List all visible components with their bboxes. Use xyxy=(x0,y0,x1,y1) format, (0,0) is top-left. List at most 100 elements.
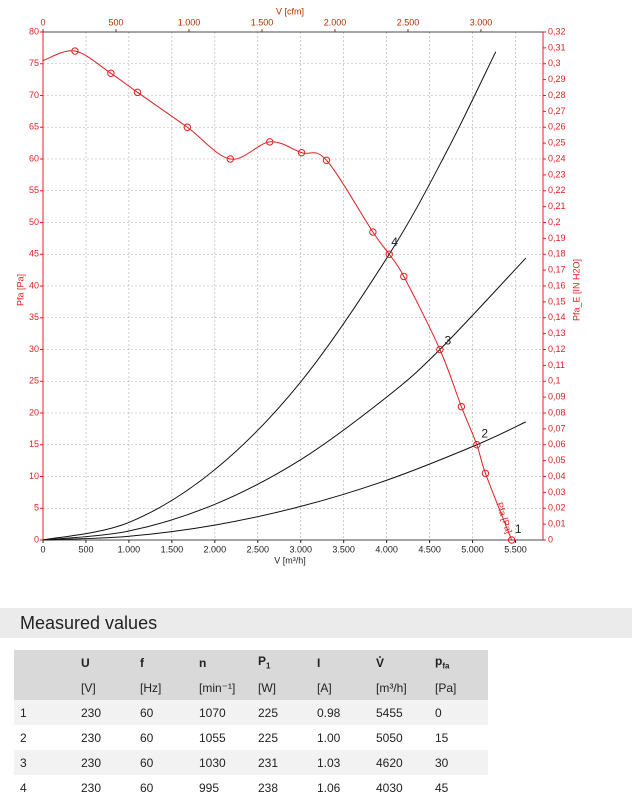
data-cell: 1070 xyxy=(193,700,252,725)
y2-tick-label: 0,02 xyxy=(548,503,566,513)
cell-sub: fa xyxy=(442,661,450,671)
data-row: 2 230 60 1055 225 1.00 5050 15 xyxy=(14,725,488,750)
y2-tick-label: 0,16 xyxy=(548,280,566,290)
header-cell: pfa xyxy=(429,650,488,675)
data-cell: 1030 xyxy=(193,750,252,775)
y2-tick-label: 0,03 xyxy=(548,487,566,497)
unit-cell: [Pa] xyxy=(429,675,488,700)
data-cell: 60 xyxy=(140,780,154,795)
y2-tick-label: 0,04 xyxy=(548,471,566,481)
units-row: [V] [Hz] [min⁻¹] [W] [A] [m³/h] [Pa] xyxy=(14,675,488,700)
x-tick-label: 2.500 xyxy=(247,544,270,554)
unit-cell: [A] xyxy=(311,675,370,700)
data-cell: 1055 xyxy=(199,730,226,745)
y-tick-label: 40 xyxy=(29,280,39,290)
fan-marker xyxy=(436,345,444,354)
data-cell: 231 xyxy=(252,750,311,775)
header-cell: V̊ xyxy=(370,650,429,675)
data-cell: 1.03 xyxy=(311,750,370,775)
x-tick-label: 3.500 xyxy=(332,544,355,554)
data-cell: 4620 xyxy=(370,750,429,775)
y2-tick-label: 0,25 xyxy=(548,138,566,148)
y2-tick-label: 0,01 xyxy=(548,519,566,529)
y2-tick-label: 0,15 xyxy=(548,296,566,306)
data-cell: 230 xyxy=(81,780,102,795)
data-row: 4 230 60 995 238 1.06 4030 45 xyxy=(14,775,488,800)
x-tick-label: 3.000 xyxy=(289,544,312,554)
unit-cell: [m³/h] xyxy=(370,675,429,700)
y2-tick-label: 0,21 xyxy=(548,201,566,211)
unit-cell: [V] xyxy=(75,675,134,700)
data-row: 1 230 60 1070 225 0.98 5455 0 xyxy=(14,700,488,725)
x-tick-label: 5.000 xyxy=(461,544,484,554)
data-cell: 60 xyxy=(134,750,193,775)
data-row: 3 230 60 1030 231 1.03 4620 30 xyxy=(14,750,488,775)
y2-tick-label: 0,11 xyxy=(548,360,565,370)
unit-cell: [Hz] xyxy=(134,675,193,700)
x-tick-label: 4.500 xyxy=(418,544,441,554)
y2-tick-label: 0,17 xyxy=(548,265,566,275)
data-cell: 238 xyxy=(258,780,279,795)
cell-sub: 1 xyxy=(266,661,271,671)
fan-marker xyxy=(473,441,481,449)
y2-tick-label: 0,12 xyxy=(548,344,566,354)
data-cell: 0 xyxy=(429,700,488,725)
y-tick-label: 30 xyxy=(29,344,39,354)
point-label: 2 xyxy=(481,427,488,441)
point-label: 1 xyxy=(515,522,522,536)
y-tick-label: 55 xyxy=(29,185,39,195)
data-cell: 30 xyxy=(429,750,488,775)
data-cell: 995 xyxy=(199,780,220,795)
x2-tick-label: 2.000 xyxy=(324,17,347,27)
y2-tick-label: 0,05 xyxy=(548,455,566,465)
data-cell: 5050 xyxy=(376,730,403,745)
y-tick-label: 80 xyxy=(29,26,39,36)
data-cell: 45 xyxy=(435,780,449,795)
system-curve xyxy=(42,257,527,541)
x2-tick-label: 3.000 xyxy=(470,17,493,27)
x-tick-label: 2.000 xyxy=(204,544,227,554)
data-cell: 2 xyxy=(20,730,27,745)
system-curve xyxy=(42,421,527,541)
fan-marker xyxy=(133,88,142,97)
data-cell: 4030 xyxy=(376,780,403,795)
y2-tick-label: 0,07 xyxy=(548,423,566,433)
fan-marker xyxy=(266,138,274,146)
y-tick-label: 45 xyxy=(29,249,39,259)
y-tick-label: 50 xyxy=(29,217,39,227)
data-cell: 0.98 xyxy=(311,700,370,725)
data-cell: 1.00 xyxy=(317,730,341,745)
y-tick-label: 5 xyxy=(34,503,39,513)
y2-tick-label: 0,13 xyxy=(548,328,566,338)
cell-text: P xyxy=(258,654,267,669)
cell-text: p xyxy=(435,654,443,669)
point-label: 3 xyxy=(444,333,451,347)
x-tick-label: 1.500 xyxy=(161,544,184,554)
y2-tick-label: 0,32 xyxy=(548,26,566,36)
curve-label: Pfa [Pa] xyxy=(495,501,514,535)
data-cell: 60 xyxy=(134,700,193,725)
x2-tick-label: 2.500 xyxy=(397,17,420,27)
data-cell: 3 xyxy=(14,750,75,775)
fan-marker xyxy=(400,272,408,281)
section-title: Measured values xyxy=(0,608,632,638)
y-tick-label: 70 xyxy=(29,90,39,100)
header-cell: P1 xyxy=(252,650,311,675)
x-tick-label: 0 xyxy=(40,544,45,554)
x-tick-label: 5.500 xyxy=(504,544,527,554)
y2-tick-label: 0,3 xyxy=(548,58,561,68)
data-cell: 5455 xyxy=(370,700,429,725)
y2-tick-label: 0,08 xyxy=(548,407,566,417)
y-tick-label: 75 xyxy=(29,58,39,68)
fan-marker xyxy=(183,123,192,131)
x2-tick-label: 1.000 xyxy=(178,17,201,27)
header-cell xyxy=(14,650,75,675)
y-tick-label: 20 xyxy=(29,407,39,417)
unit-cell: [W] xyxy=(252,675,311,700)
fan-marker xyxy=(507,536,516,544)
fan-marker xyxy=(385,250,393,258)
x-tick-label: 1.000 xyxy=(118,544,141,554)
point-label: 4 xyxy=(391,235,398,249)
